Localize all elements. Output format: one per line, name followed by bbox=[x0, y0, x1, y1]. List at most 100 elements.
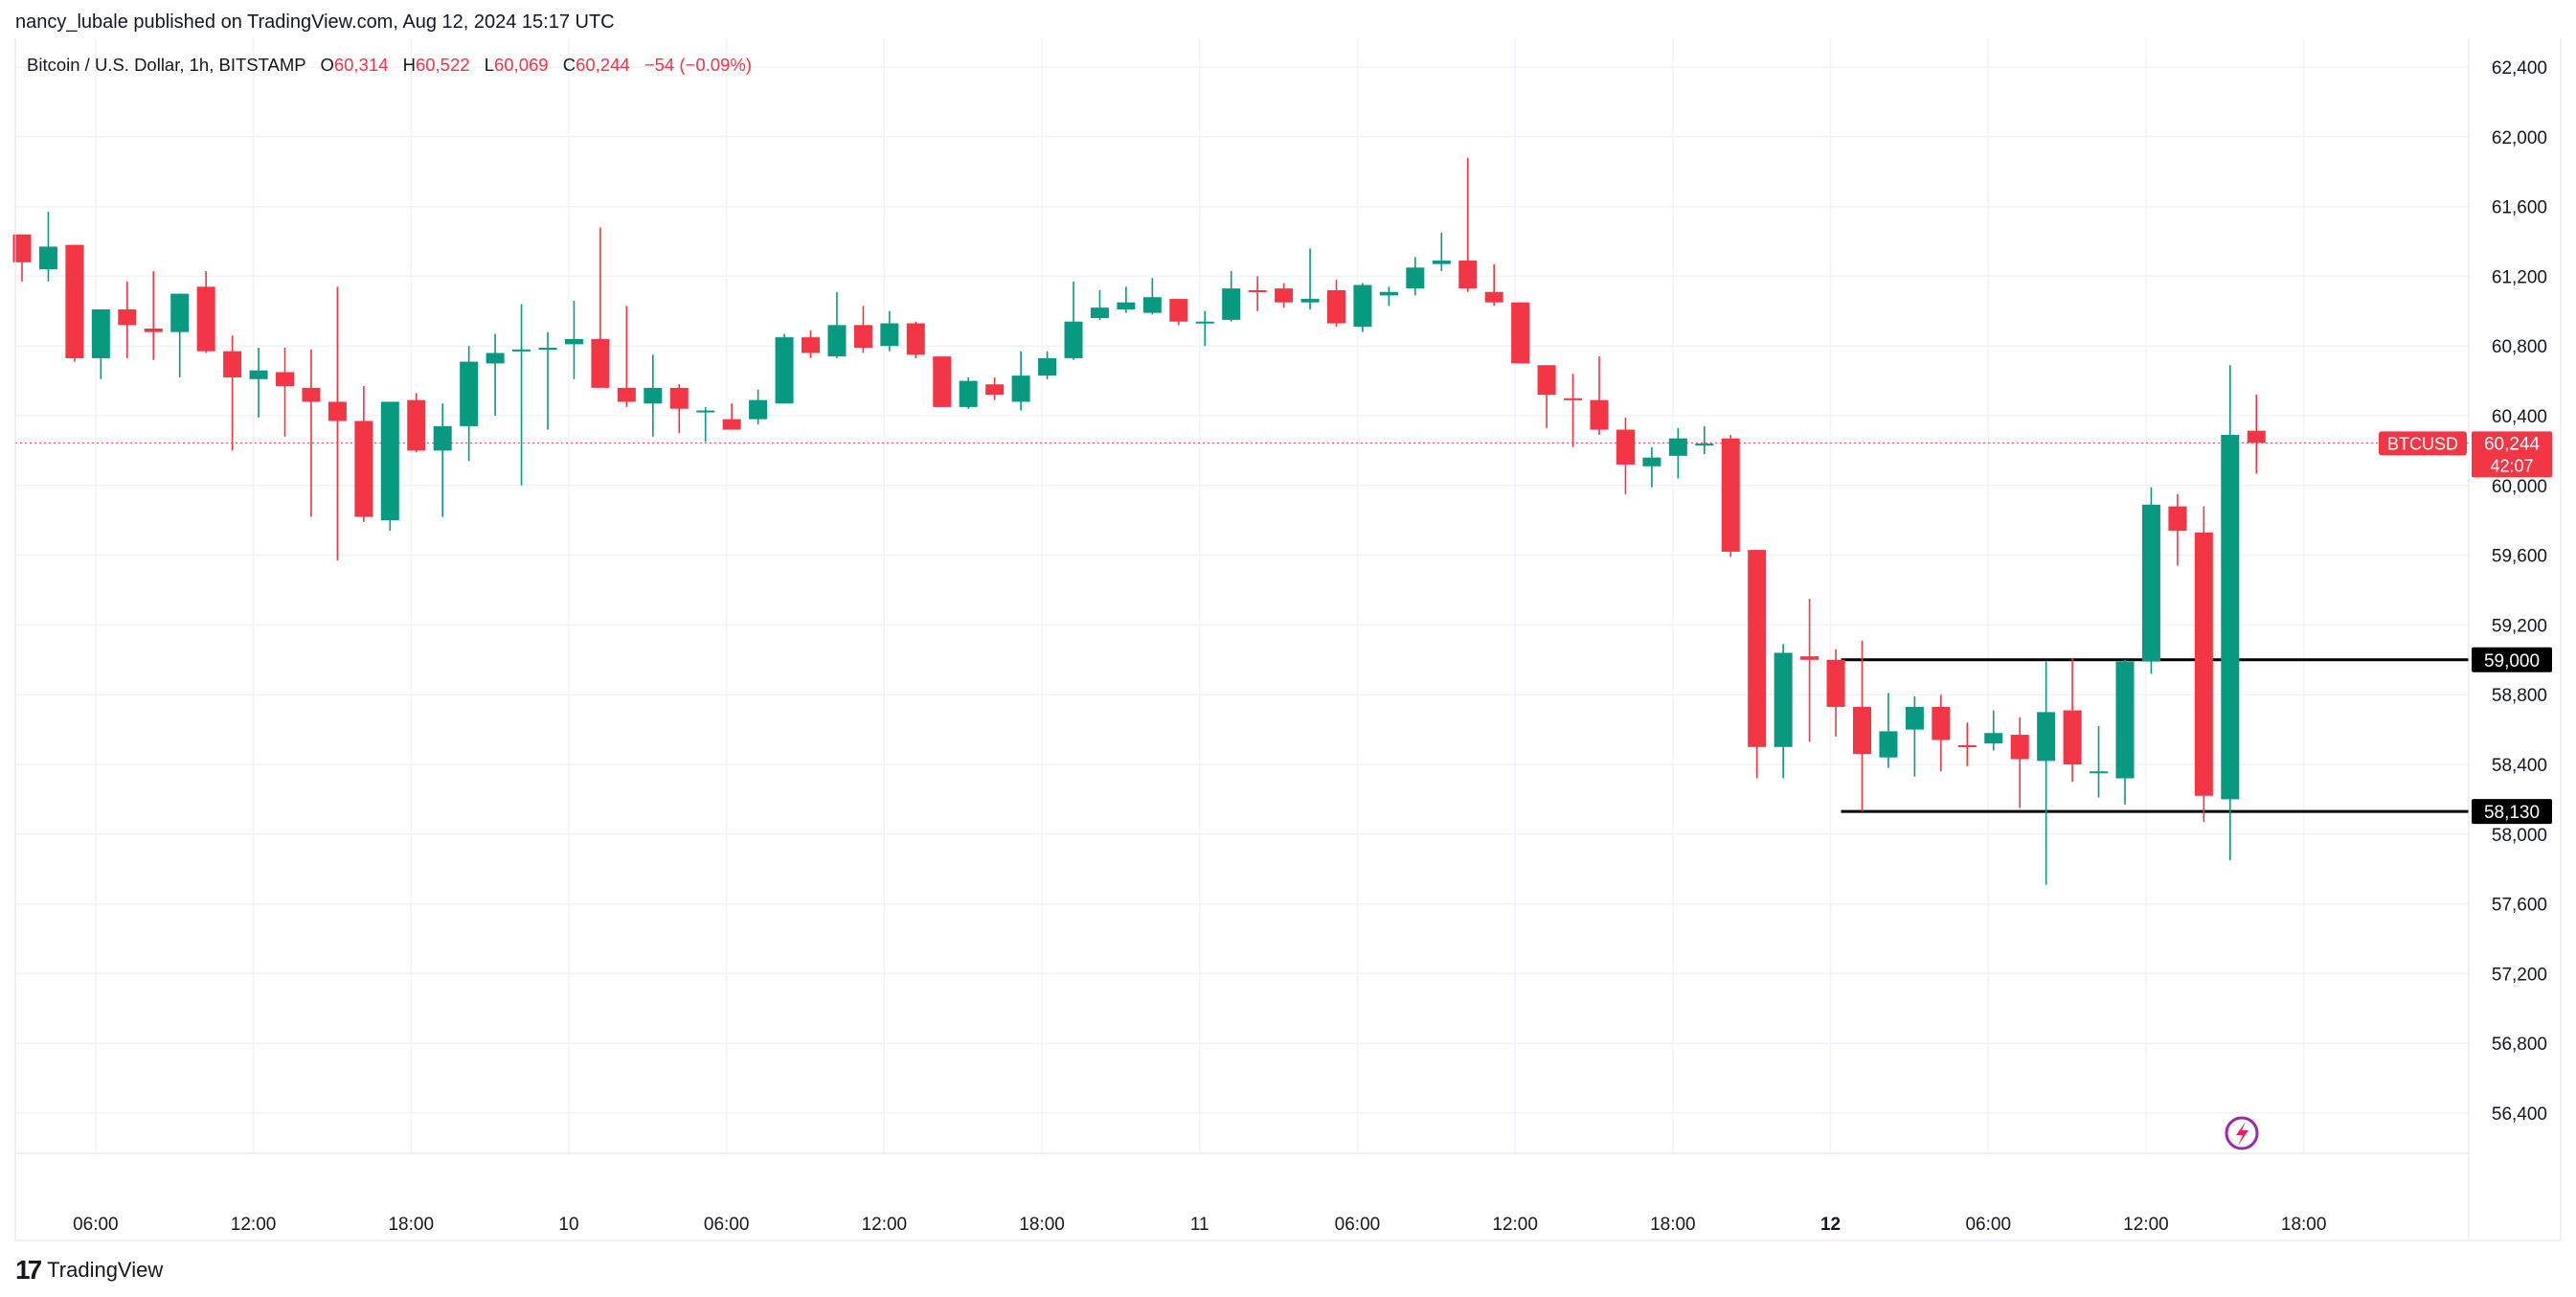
x-tick-label: 18:00 bbox=[1650, 1215, 1696, 1235]
y-tick-label: 60,800 bbox=[2492, 337, 2547, 357]
candle-body bbox=[91, 308, 110, 358]
y-tick-label: 61,600 bbox=[2492, 198, 2547, 218]
candle bbox=[1327, 280, 1345, 328]
candle-body bbox=[433, 425, 452, 451]
x-tick-label: 10 bbox=[558, 1215, 578, 1235]
y-tick-label: 56,400 bbox=[2492, 1104, 2547, 1125]
y-tick-label: 62,400 bbox=[2492, 58, 2547, 79]
candle bbox=[985, 376, 1005, 400]
brand-name: TradingView bbox=[47, 1258, 164, 1282]
candle-body bbox=[1748, 550, 1767, 747]
candle bbox=[2141, 487, 2160, 674]
candle-body bbox=[617, 387, 636, 402]
candle-body bbox=[512, 349, 531, 352]
legend-low: 60,069 bbox=[494, 55, 549, 75]
candle-body bbox=[2221, 435, 2240, 800]
level-tag-text: 59,000 bbox=[2484, 651, 2540, 671]
publisher-caption: nancy_lubale published on TradingView.co… bbox=[15, 11, 615, 33]
ticker-tag-text: BTCUSD bbox=[2387, 434, 2458, 453]
candle-body bbox=[1564, 398, 1583, 400]
candle bbox=[1011, 351, 1030, 411]
candle bbox=[118, 281, 137, 358]
candle bbox=[959, 376, 978, 409]
candle-body bbox=[2141, 504, 2160, 662]
level-tag-text: 58,130 bbox=[2484, 803, 2540, 823]
candle bbox=[644, 354, 663, 437]
candle-body bbox=[1195, 321, 1214, 324]
candle bbox=[2194, 506, 2213, 823]
candle-body bbox=[696, 410, 715, 413]
candle-body bbox=[1853, 706, 1871, 755]
candle-body bbox=[644, 387, 663, 404]
y-tick-label: 58,800 bbox=[2492, 686, 2547, 706]
candle-body bbox=[1300, 299, 1320, 303]
candle-body bbox=[933, 356, 952, 407]
candle bbox=[65, 244, 84, 362]
candle-body bbox=[1248, 289, 1267, 292]
tradingview-logo-icon: 17 bbox=[15, 1255, 42, 1285]
candle-body bbox=[749, 399, 768, 420]
candle bbox=[276, 348, 294, 437]
candle-body bbox=[65, 244, 84, 358]
candle bbox=[1169, 299, 1188, 326]
x-tick-label: 12:00 bbox=[862, 1215, 908, 1235]
footer-brand[interactable]: 17 TradingView bbox=[15, 1255, 164, 1285]
candle bbox=[1090, 289, 1109, 320]
candle-body bbox=[1064, 321, 1083, 358]
legend-open: 60,314 bbox=[334, 55, 389, 75]
candle bbox=[1957, 722, 1977, 766]
candle-body bbox=[1432, 261, 1451, 264]
y-tick-label: 58,400 bbox=[2492, 756, 2547, 776]
candle-body bbox=[2037, 712, 2056, 762]
candle bbox=[827, 291, 847, 358]
candle bbox=[802, 330, 820, 358]
legend-close-label: C bbox=[563, 55, 576, 75]
candle bbox=[1748, 550, 1767, 779]
candle bbox=[1905, 696, 1924, 777]
candle-body bbox=[1458, 261, 1478, 289]
candle bbox=[1195, 310, 1214, 347]
candle-body bbox=[2247, 430, 2266, 444]
candle bbox=[1564, 374, 1583, 447]
candle bbox=[2010, 717, 2029, 808]
lightning-icon[interactable] bbox=[2225, 1116, 2259, 1150]
candle bbox=[906, 321, 925, 358]
candle-body bbox=[328, 401, 347, 421]
candle bbox=[1590, 356, 1609, 436]
candle-body bbox=[1695, 444, 1714, 446]
candle bbox=[591, 227, 610, 388]
candle-body bbox=[1484, 291, 1503, 303]
y-tick-label: 59,600 bbox=[2492, 547, 2547, 567]
x-tick-label: 18:00 bbox=[1019, 1215, 1065, 1235]
candle bbox=[1458, 157, 1478, 292]
candle bbox=[407, 393, 426, 453]
x-tick-label: 06:00 bbox=[1965, 1215, 2011, 1235]
candle-body bbox=[1668, 438, 1687, 456]
y-tick-label: 57,600 bbox=[2492, 896, 2547, 916]
level-price-tag: 58,130 bbox=[2472, 799, 2552, 825]
candle-body bbox=[1169, 299, 1188, 322]
y-tick-label: 61,200 bbox=[2492, 267, 2547, 287]
candle-body bbox=[249, 370, 268, 379]
y-tick-label: 60,000 bbox=[2492, 477, 2547, 497]
candle-body bbox=[1406, 267, 1425, 289]
candle bbox=[223, 335, 242, 451]
candle bbox=[1642, 446, 1661, 488]
candle-body bbox=[1616, 429, 1635, 465]
candle bbox=[1222, 270, 1241, 322]
candle bbox=[722, 403, 741, 430]
y-tick-label: 57,200 bbox=[2492, 965, 2547, 985]
candle-body bbox=[2090, 771, 2109, 774]
candle bbox=[696, 406, 715, 443]
candle bbox=[1300, 248, 1320, 309]
candle bbox=[1537, 365, 1556, 428]
price-tag-text: 60,244 bbox=[2484, 434, 2541, 454]
candle-body bbox=[380, 401, 399, 521]
candle bbox=[1379, 286, 1398, 307]
last-price-tag: BTCUSD 60,244 42:07 bbox=[2379, 431, 2552, 478]
candle bbox=[669, 384, 689, 434]
candle bbox=[249, 348, 268, 418]
x-tick-label: 06:00 bbox=[704, 1215, 750, 1235]
candle bbox=[91, 308, 110, 379]
